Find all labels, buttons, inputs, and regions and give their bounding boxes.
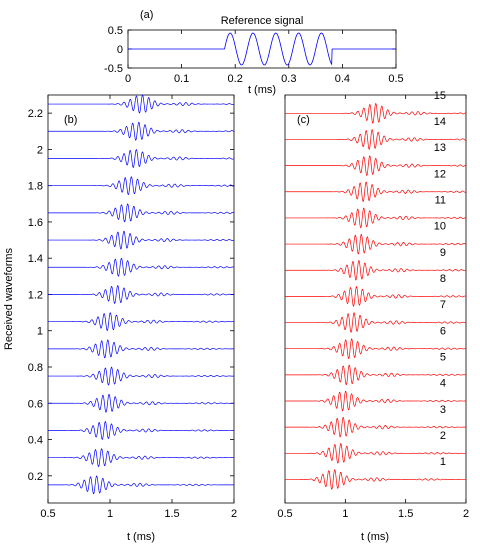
panel-b-xtick-label: 1.5 [164, 508, 179, 520]
panel-c-label: (c) [297, 114, 310, 126]
panel-c-trace-label: 15 [434, 90, 446, 102]
panel-c-trace [285, 312, 467, 333]
panel-b-trace [48, 149, 235, 168]
panel-b-trace [48, 230, 235, 250]
panel-a-series-line [128, 32, 396, 66]
panel-b-ylabel: Received waveforms [3, 247, 15, 350]
panel-b-ytick-label: 1 [37, 326, 43, 338]
panel-c-xlabel: t (ms) [361, 531, 389, 543]
panel-c-trace [285, 259, 467, 281]
panel-b-traces [48, 94, 235, 495]
panel-a-xtick-label: 0.2 [228, 73, 243, 85]
panel-c-trace [285, 181, 467, 203]
panel-c-trace-label: 4 [440, 378, 446, 390]
panel-b-ytick-label: 1.8 [28, 181, 43, 193]
panel-c-trace [285, 102, 467, 124]
panel-b-ytick-label: 2 [37, 144, 43, 156]
panel-b-ytick-label: 1.2 [28, 289, 43, 301]
panel-c-trace-label: 7 [440, 299, 446, 311]
panel-b-trace [48, 421, 234, 440]
panel-b-trace [48, 475, 234, 495]
panel-b-ytick-label: 2.2 [28, 108, 43, 120]
panel-b-plot-area [47, 94, 235, 504]
panel-b-ytick-label: 0.2 [28, 471, 43, 483]
panel-a-reference-signal: (a) Reference signal t (ms) 0 0.1 0.2 0.3 0.… [104, 9, 404, 96]
panel-c-ticks: 0.5 1 1.5 2 [277, 95, 469, 520]
panel-b-received-waveforms: (b) t (ms) Received waveforms 0.5 1 1.5 2 2.… [3, 94, 237, 543]
panel-b-trace [48, 257, 235, 277]
panel-c-trace-label: 3 [440, 404, 446, 416]
panel-b-ytick-label: 0.6 [28, 398, 43, 410]
panel-a-ticks: 0 0.1 0.2 0.3 0.4 0.50.50-0.5 [104, 25, 404, 85]
panel-c-trace [285, 442, 466, 464]
panel-b-ytick-label: 1.6 [28, 217, 43, 229]
panel-a-xtick-label: 0.1 [174, 73, 189, 85]
panel-c-plot-area [284, 94, 467, 504]
panel-b-trace [48, 366, 235, 386]
panel-c-trace-label: 5 [440, 351, 446, 363]
panel-c-xtick-label: 1 [342, 508, 348, 520]
panel-c-trace-label: 13 [434, 142, 446, 154]
panel-b-ytick-label: 0.4 [28, 435, 43, 447]
panel-c-trace [285, 129, 467, 150]
panel-b-trace [48, 448, 234, 468]
panel-b-trace [48, 94, 235, 114]
panel-c-trace-label: 9 [440, 247, 446, 259]
panel-b-trace [48, 393, 234, 413]
panel-c-xtick-label: 2 [463, 508, 469, 520]
panel-b-xtick-label: 1 [107, 508, 113, 520]
panel-c-trace [285, 364, 467, 386]
panel-a-xtick-label: 0 [125, 73, 131, 85]
panel-b-trace [48, 339, 235, 359]
panel-b-trace [48, 121, 235, 141]
panel-c-trace [285, 233, 467, 255]
panel-b-trace [48, 312, 235, 332]
panel-b-xtick-label: 0.5 [40, 508, 55, 520]
panel-c-trace [285, 207, 467, 229]
panel-a-xlabel: t (ms) [248, 84, 276, 96]
panel-a-title: Reference signal [221, 15, 304, 27]
panel-c-trace-label: 11 [435, 195, 446, 207]
panel-c-trace [285, 155, 467, 176]
panel-a-label: (a) [140, 9, 153, 21]
panel-c-trace-label: 6 [440, 325, 446, 337]
panel-b-ytick-label: 0.8 [28, 362, 43, 374]
panel-b-trace [48, 285, 235, 304]
panel-b-trace [48, 203, 235, 223]
panel-c-trace [285, 416, 467, 438]
panel-c-trace-label: 10 [434, 221, 446, 233]
panel-c-waveform-stack: (c) t (ms) 0.5 1 1.5 2 12345678910111213141… [277, 90, 469, 543]
panel-b-ticks: 0.5 1 1.5 2 2.2 2 1.8 1.6 1.4 1.2 1 0.8 0.6 0.4 0.2 [28, 95, 237, 520]
panel-b-xtick-label: 2 [231, 508, 237, 520]
panel-a-xtick-label: 0.5 [388, 73, 403, 85]
panel-a-ytick-label: -0.5 [104, 63, 123, 75]
panel-a-ytick-label: 0.5 [108, 25, 123, 37]
panel-c-trace-label: 1 [440, 456, 446, 468]
panel-b-xlabel: t (ms) [127, 531, 155, 543]
panel-c-trace [285, 390, 467, 412]
panel-a-xtick-label: 0.4 [335, 73, 350, 85]
panel-a-ytick-label: 0 [117, 44, 123, 56]
panel-b-label: (b) [64, 114, 77, 126]
panel-b-ytick-label: 1.4 [28, 253, 43, 265]
panel-c-trace [285, 338, 467, 360]
panel-a-xtick-label: 0.3 [281, 73, 296, 85]
panel-b-trace [48, 176, 235, 196]
panel-c-trace [285, 469, 466, 490]
panel-c-xtick-label: 0.5 [277, 508, 292, 520]
panel-c-trace-label: 2 [440, 430, 446, 442]
panel-c-trace-label: 12 [434, 168, 446, 180]
panel-c-xtick-label: 1.5 [398, 508, 413, 520]
panel-c-trace-label: 14 [434, 116, 446, 128]
panel-c-trace [285, 286, 467, 307]
panel-c-trace-label: 8 [440, 273, 446, 285]
